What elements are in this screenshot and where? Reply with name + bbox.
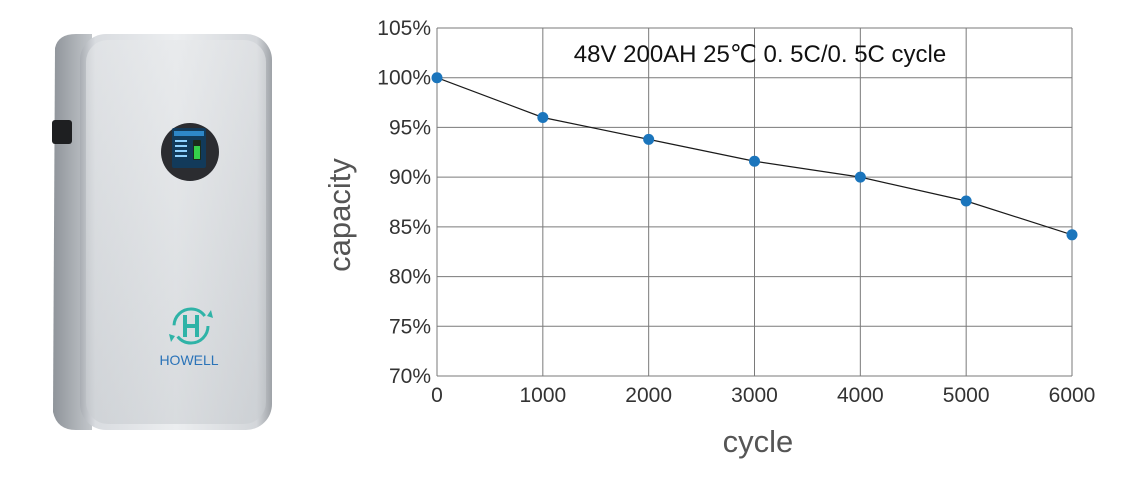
howell-logo-icon [169, 307, 213, 345]
data-point [854, 171, 866, 183]
battery-product-image: HOWELL [52, 34, 272, 430]
data-point [431, 72, 443, 84]
data-point [1066, 229, 1078, 241]
y-tick-label: 90% [389, 166, 431, 189]
chart-title: 48V 200AH 25℃ 0. 5C/0. 5C cycle [574, 41, 946, 68]
y-tick-label: 75% [389, 315, 431, 338]
x-axis-title: cycle [723, 424, 794, 459]
handle-slot [52, 120, 72, 144]
data-point [749, 155, 760, 167]
y-tick-label: 85% [389, 216, 431, 239]
y-tick-label: 70% [389, 365, 431, 388]
y-axis-title: capacity [322, 158, 357, 272]
chart-grid [436, 27, 1073, 377]
x-tick-label: 5000 [943, 384, 990, 407]
x-tick-label: 2000 [625, 384, 672, 407]
y-axis-ticks: 70% 75% 80% 85% 90% 95% 100% 105% [377, 17, 431, 388]
capacity-series [431, 72, 1078, 241]
y-tick-label: 100% [377, 67, 431, 90]
x-tick-label: 1000 [519, 384, 566, 407]
y-tick-label: 95% [389, 116, 431, 139]
x-tick-label: 3000 [731, 384, 778, 407]
data-point [960, 195, 972, 207]
data-point [643, 133, 655, 145]
y-tick-label: 80% [389, 266, 431, 289]
x-tick-label: 4000 [837, 384, 884, 407]
x-tick-label: 0 [431, 384, 443, 407]
data-point [537, 111, 549, 123]
brand-name: HOWELL [159, 352, 218, 368]
x-tick-label: 6000 [1049, 384, 1096, 407]
x-axis-ticks: 0 1000 2000 3000 4000 5000 6000 [431, 384, 1095, 407]
y-tick-label: 105% [377, 17, 431, 40]
